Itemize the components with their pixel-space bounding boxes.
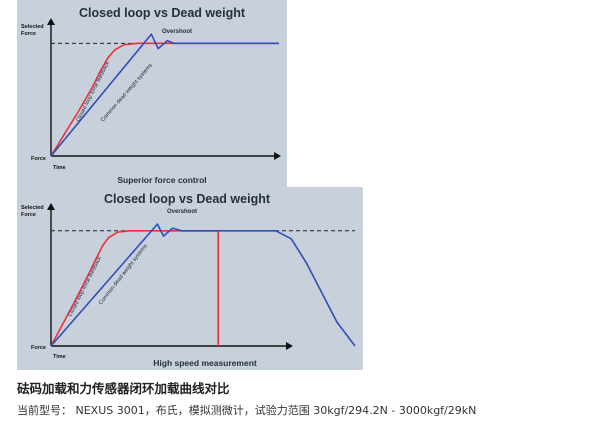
axes <box>47 203 293 350</box>
x-axis-arrow <box>286 342 293 350</box>
series-line-dead-weight <box>50 223 356 347</box>
y-axis-label-top-line-2: Force <box>21 212 36 218</box>
y-axis-label-top-line-1: Selected <box>21 24 44 30</box>
series-line-dead-weight <box>50 33 279 157</box>
series-line-closed-loop <box>50 42 279 157</box>
y-axis-label-bottom: Force <box>31 345 46 351</box>
y-axis-label-top-line-1: Selected <box>21 205 44 211</box>
series-label-dead-weight: Common dead weight systems <box>100 62 154 123</box>
caption: 砝码加载和力传感器闭环加载曲线对比 <box>17 381 230 396</box>
chart-panel-high-speed: Closed loop vs Dead weight Selected Forc… <box>17 187 363 370</box>
chart-title: Closed loop vs Dead weight <box>104 192 271 206</box>
series-lines <box>50 33 279 157</box>
series-line-closed-loop <box>50 229 219 347</box>
series-label-dead-weight: Common dead weight systems <box>98 243 149 306</box>
y-axis-label-top-line-2: Force <box>21 31 36 37</box>
overshoot-annotation: Overshoot <box>167 209 197 215</box>
chart-svg-1: Closed loop vs Dead weight Selected Forc… <box>21 6 281 185</box>
chart-footer: Superior force control <box>117 175 206 185</box>
chart-footer: High speed measurement <box>153 358 257 368</box>
series-lines <box>50 223 356 347</box>
chart-panel-superior-force: Closed loop vs Dead weight Selected Forc… <box>17 0 287 187</box>
overshoot-annotation: Overshoot <box>162 29 192 35</box>
x-axis-label: Time <box>53 165 66 171</box>
model-info: 当前型号： NEXUS 3001，布氏，模拟测微计，试验力范围 30kgf/29… <box>17 404 477 417</box>
y-axis-label-top: Selected Force <box>21 205 45 218</box>
series-label-closed-loop: Closed loop force feedback <box>67 256 103 318</box>
x-axis-label: Time <box>53 354 66 360</box>
y-axis-arrow <box>47 203 55 210</box>
x-axis-arrow <box>274 152 281 160</box>
y-axis-label-bottom: Force <box>31 156 46 162</box>
chart-title: Closed loop vs Dead weight <box>79 6 246 20</box>
y-axis-arrow <box>47 18 55 25</box>
y-axis-label-top: Selected Force <box>21 24 45 37</box>
chart-svg-2: Closed loop vs Dead weight Selected Forc… <box>21 192 356 368</box>
axes <box>47 18 281 160</box>
